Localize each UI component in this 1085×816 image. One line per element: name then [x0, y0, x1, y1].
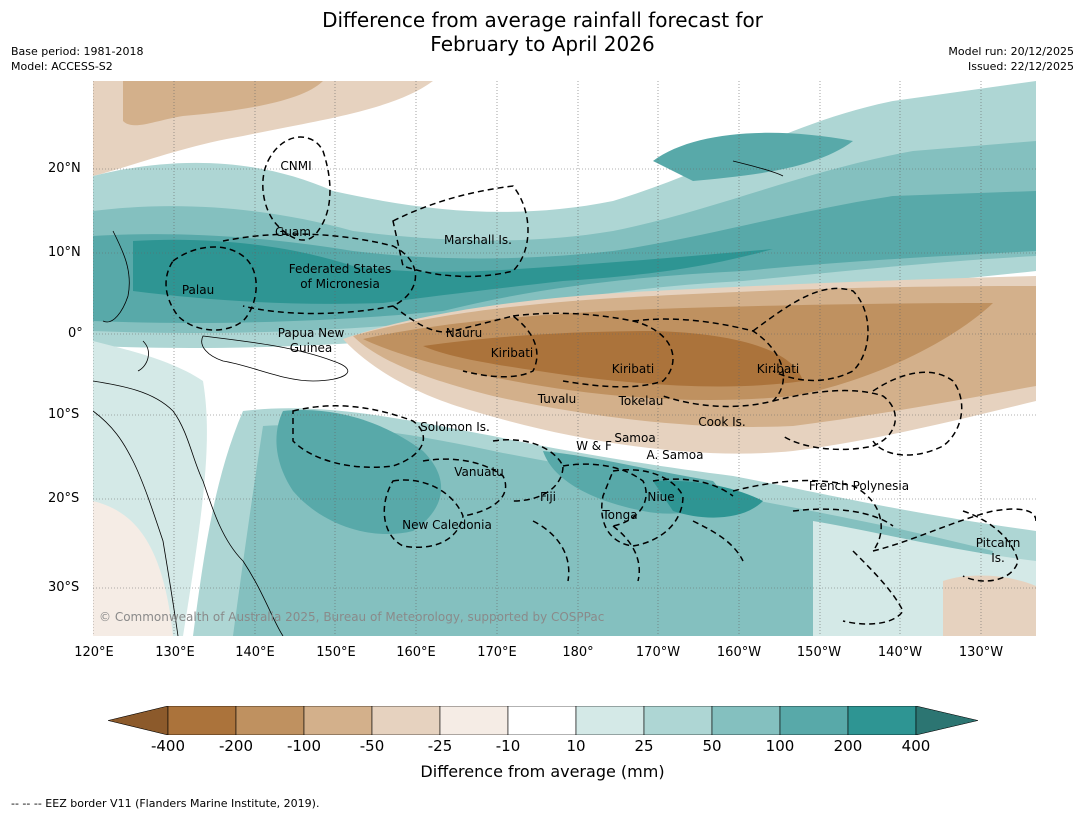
lon-label-150e: 150°E: [316, 645, 356, 660]
lat-label-30s: 30°S: [48, 580, 80, 595]
model-name: Model: ACCESS-S2: [11, 60, 113, 73]
colorbar-swatch-4: [371, 706, 441, 735]
colorbar-swatch-7: [575, 706, 645, 735]
eez-borders: [165, 136, 1036, 625]
colorbar-tick-label: 100: [765, 737, 795, 755]
lon-label-120e: 120°E: [74, 645, 114, 660]
graticule: [93, 81, 1036, 636]
region-label-png-line1: Papua New: [277, 326, 345, 340]
colorbar-swatch-12: [915, 706, 978, 735]
metadata-right: Model run: 20/12/2025 Issued: 22/12/2025: [948, 44, 1074, 74]
colorbar-tick-label: 200: [833, 737, 863, 755]
colorbar-tick-label: 50: [702, 737, 722, 755]
region-label-niue: Niue: [647, 490, 675, 504]
region-label-samoa: Samoa: [614, 431, 656, 445]
lon-label-130e: 130°E: [155, 645, 195, 660]
issued-date: Issued: 22/12/2025: [967, 60, 1074, 73]
region-label-pitcairn-line2: Is.: [991, 551, 1005, 565]
colorbar-tick-label: -25: [427, 737, 453, 755]
lat-label-10s: 10°S: [48, 407, 80, 422]
colorbar-swatch-11: [847, 706, 917, 735]
colorbar-swatch-5: [439, 706, 509, 735]
colorbar-swatch-1: [167, 706, 237, 735]
colorbar-tick-label: -400: [150, 737, 186, 755]
lat-label-0: 0°: [68, 326, 83, 341]
colorbar-swatch-9: [711, 706, 781, 735]
lon-label-160w: 160°W: [716, 645, 762, 660]
region-label-cnmi: CNMI: [280, 159, 312, 173]
lat-label-20n: 20°N: [48, 161, 81, 176]
region-label-american-samoa: A. Samoa: [646, 448, 704, 462]
chart-title: Difference from average rainfall forecas…: [0, 8, 1085, 56]
region-label-fsm-line1: Federated States: [288, 262, 392, 276]
colorbar-swatch-8: [643, 706, 713, 735]
colorbar-swatch-3: [303, 706, 373, 735]
lon-label-170w: 170°W: [635, 645, 681, 660]
lon-label-180: 180°: [562, 645, 594, 660]
colorbar-swatch-10: [779, 706, 849, 735]
lon-label-130w: 130°W: [958, 645, 1004, 660]
region-label-pitcairn-line1: Pitcairn: [975, 536, 1021, 550]
coastlines: [93, 160, 784, 636]
region-label-tonga: Tonga: [602, 508, 638, 522]
colorbar: [108, 706, 978, 735]
region-label-tokelau: Tokelau: [618, 394, 664, 408]
colorbar-swatch-2: [235, 706, 305, 735]
region-label-vanuatu: Vanuatu: [454, 465, 504, 479]
region-label-wallis-futuna: W & F: [576, 439, 612, 453]
region-label-cook-islands: Cook Is.: [698, 415, 746, 429]
region-label-guam: Guam: [275, 225, 311, 239]
lon-label-140e: 140°E: [235, 645, 275, 660]
rainfall-map: CNMI Guam Marshall Is. Federated States …: [93, 81, 1036, 636]
metadata-left: Base period: 1981-2018 Model: ACCESS-S2: [11, 44, 143, 74]
lon-label-150w: 150°W: [796, 645, 842, 660]
colorbar-tick-label: -10: [495, 737, 521, 755]
region-label-marshall-islands: Marshall Is.: [444, 233, 512, 247]
colorbar-swatch-0: [108, 706, 169, 735]
colorbar-tick-label: -50: [359, 737, 385, 755]
region-label-new-caledonia: New Caledonia: [402, 518, 492, 532]
copyright-notice: © Commonwealth of Australia 2025, Bureau…: [99, 610, 605, 624]
colorbar-tick-label: -200: [218, 737, 254, 755]
colorbar-tick-label: 25: [634, 737, 654, 755]
base-period: Base period: 1981-2018: [11, 45, 144, 58]
region-label-kiribati-east: Kiribati: [756, 362, 800, 376]
map-canvas: [93, 81, 1036, 636]
region-label-kiribati-central: Kiribati: [611, 362, 655, 376]
colorbar-title: Difference from average (mm): [420, 762, 665, 781]
region-label-fsm-line2: of Micronesia: [300, 277, 380, 291]
colorbar-tick-label: 400: [901, 737, 931, 755]
lon-label-160e: 160°E: [396, 645, 436, 660]
region-label-french-polynesia: French Polynesia: [808, 479, 910, 493]
colorbar-tick-label: 10: [566, 737, 586, 755]
region-label-palau: Palau: [181, 283, 215, 297]
region-label-nauru: Nauru: [445, 326, 483, 340]
lon-label-170e: 170°E: [477, 645, 517, 660]
colorbar-swatch-6: [507, 706, 577, 735]
lat-label-10n: 10°N: [48, 245, 81, 260]
title-line-2: February to April 2026: [430, 32, 655, 56]
region-label-tuvalu: Tuvalu: [537, 392, 577, 406]
region-label-png-line2: Guinea: [289, 341, 333, 355]
colorbar-tick-label: -100: [286, 737, 322, 755]
eez-footnote: -- -- -- EEZ border V11 (Flanders Marine…: [11, 797, 320, 810]
region-label-solomon-islands: Solomon Is.: [420, 420, 490, 434]
title-line-1: Difference from average rainfall forecas…: [322, 8, 763, 32]
model-run: Model run: 20/12/2025: [948, 45, 1074, 58]
region-label-kiribati-west: Kiribati: [490, 346, 534, 360]
lon-label-140w: 140°W: [877, 645, 923, 660]
lat-label-20s: 20°S: [48, 491, 80, 506]
region-label-fiji: Fiji: [539, 490, 557, 504]
